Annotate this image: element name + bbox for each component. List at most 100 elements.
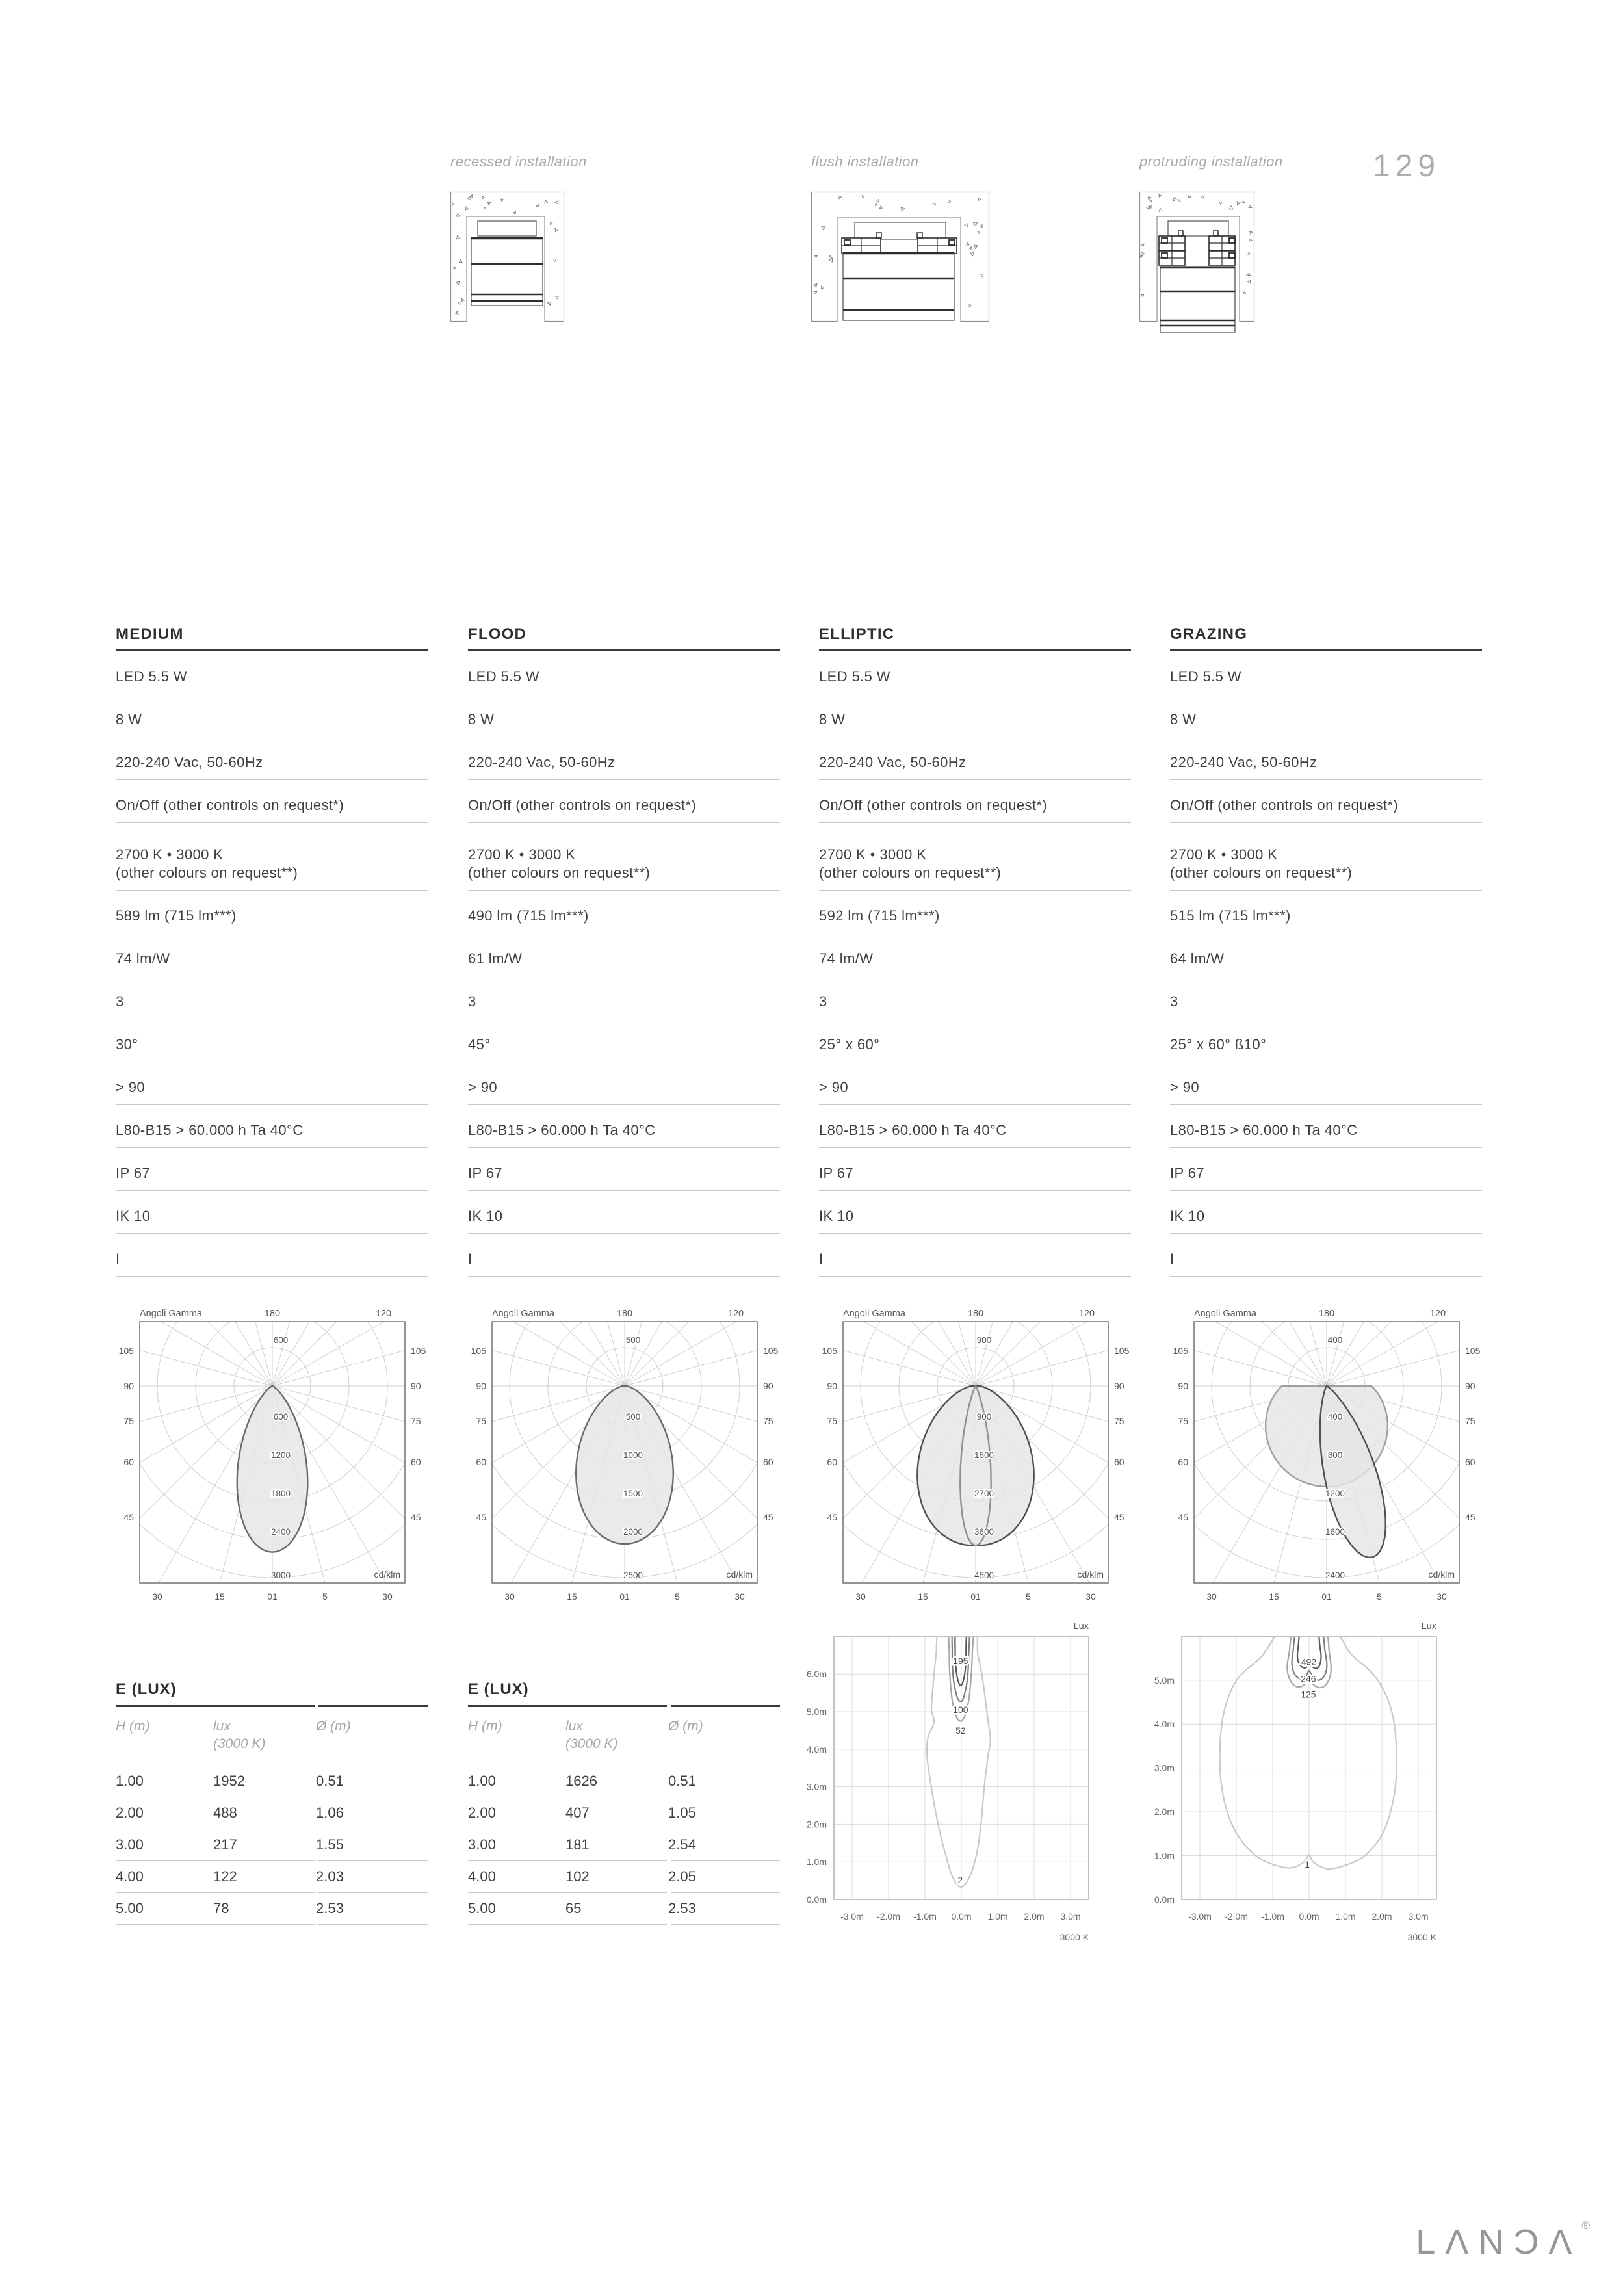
svg-text:60: 60 xyxy=(123,1457,134,1467)
elux-header-cell: H (m) xyxy=(468,1719,502,1734)
beam-lobes xyxy=(236,1385,309,1553)
elux-cell: 2.05 xyxy=(668,1868,696,1885)
lux-grid xyxy=(1182,1637,1436,1899)
svg-text:0.0m: 0.0m xyxy=(1154,1894,1175,1905)
lux-contour-52 xyxy=(948,1637,974,1722)
elux-cell: 78 xyxy=(213,1900,229,1916)
svg-text:195: 195 xyxy=(953,1656,968,1666)
svg-text:75: 75 xyxy=(1465,1416,1475,1426)
svg-text:492: 492 xyxy=(1301,1656,1317,1667)
svg-text:30: 30 xyxy=(152,1591,162,1602)
svg-text:30: 30 xyxy=(1206,1591,1217,1602)
svg-text:2: 2 xyxy=(957,1875,963,1885)
spec-row: On/Off (other controls on request*) xyxy=(819,780,1131,823)
elux-cell: 217 xyxy=(213,1836,237,1853)
elux-cell: 0.51 xyxy=(668,1773,696,1789)
lux-labels: Lux 0.0m 1.0m 2.0m 3.0m 4.0m 5.0m 6.0m -3.0m -2.0… xyxy=(807,1621,1089,1942)
brand-logo: LΛNƆΛ® xyxy=(1356,2219,1590,2262)
svg-text:75: 75 xyxy=(827,1416,837,1426)
svg-text:1000: 1000 xyxy=(623,1450,643,1460)
elux-row: 2.00 488 1.06 xyxy=(116,1797,428,1829)
svg-text:800: 800 xyxy=(1328,1450,1343,1460)
elux-row-rule xyxy=(116,1892,428,1893)
lux-contour-492 xyxy=(1296,1637,1322,1669)
svg-text:30: 30 xyxy=(734,1591,745,1602)
lux-contour-246 xyxy=(1291,1637,1328,1681)
registered-mark-icon: ® xyxy=(1581,2219,1590,2232)
spec-row: LED 5.5 W xyxy=(819,651,1131,694)
spec-row: LED 5.5 W xyxy=(468,651,780,694)
svg-text:60: 60 xyxy=(827,1457,837,1467)
elux-cell: 102 xyxy=(565,1868,590,1885)
elux-header-cell: lux (3000 K) xyxy=(565,1719,618,1751)
svg-text:60: 60 xyxy=(476,1457,486,1467)
elux-title: E (LUX) xyxy=(468,1680,529,1698)
svg-text:3.0m: 3.0m xyxy=(1154,1763,1175,1773)
svg-text:180: 180 xyxy=(1319,1309,1334,1319)
svg-text:500: 500 xyxy=(626,1412,641,1422)
svg-text:75: 75 xyxy=(1114,1416,1124,1426)
elux-row: 5.00 65 2.53 xyxy=(468,1893,780,1924)
installation-block-protruding: protruding installation xyxy=(1139,153,1283,170)
svg-text:900: 900 xyxy=(977,1412,992,1422)
svg-text:105: 105 xyxy=(822,1346,838,1356)
installation-label: protruding installation xyxy=(1139,153,1283,170)
svg-text:90: 90 xyxy=(1465,1381,1475,1391)
svg-text:1800: 1800 xyxy=(271,1489,291,1498)
polar-frame xyxy=(1193,1321,1460,1584)
polar-diagram: Angoli Gamma 180 120 105 105 90 90 75 75 60 60 45 45… xyxy=(822,1309,1130,1602)
spec-row: > 90 xyxy=(116,1062,428,1105)
spec-row: 515 lm (715 lm***) xyxy=(1170,891,1482,933)
svg-text:3.0m: 3.0m xyxy=(1408,1911,1428,1922)
spec-row: 220-240 Vac, 50-60Hz xyxy=(116,737,428,780)
svg-text:120: 120 xyxy=(376,1309,391,1319)
spec-row: 25° x 60° xyxy=(819,1019,1131,1062)
svg-text:1800: 1800 xyxy=(974,1450,994,1460)
svg-text:90: 90 xyxy=(763,1381,773,1391)
lux-contours xyxy=(926,1637,991,1888)
polar-chart-elliptic: Angoli Gamma 180 120 105 105 90 90 75 75 60 60 45 45… xyxy=(819,1300,1131,1611)
spec-column-header: GRAZING xyxy=(1170,625,1482,651)
svg-text:60: 60 xyxy=(1178,1457,1188,1467)
svg-text:30: 30 xyxy=(504,1591,515,1602)
svg-text:90: 90 xyxy=(476,1381,486,1391)
svg-text:1600: 1600 xyxy=(1325,1527,1345,1537)
spec-row: LED 5.5 W xyxy=(116,651,428,694)
lux-contour-125 xyxy=(1286,1637,1332,1689)
spec-row: 25° x 60° ß10° xyxy=(1170,1019,1482,1062)
spec-row: 2700 K • 3000 K (other colours on reques… xyxy=(468,823,780,891)
spec-row: IK 10 xyxy=(819,1191,1131,1234)
svg-text:60: 60 xyxy=(1465,1457,1475,1467)
svg-text:1200: 1200 xyxy=(1325,1489,1345,1498)
spec-row: IK 10 xyxy=(468,1191,780,1234)
brand-logo-text: LΛNƆΛ xyxy=(1416,2223,1582,2262)
svg-text:120: 120 xyxy=(728,1309,744,1319)
spec-row: > 90 xyxy=(1170,1062,1482,1105)
elux-row: 1.00 1626 0.51 xyxy=(468,1766,780,1797)
svg-text:1500: 1500 xyxy=(623,1489,643,1498)
svg-text:105: 105 xyxy=(763,1346,779,1356)
elux-header-cell: lux (3000 K) xyxy=(213,1719,266,1751)
elux-cell: 1626 xyxy=(565,1773,597,1789)
elux-cell: 1952 xyxy=(213,1773,245,1789)
svg-text:0.0m: 0.0m xyxy=(807,1894,827,1905)
spec-row: 592 lm (715 lm***) xyxy=(819,891,1131,933)
svg-text:01: 01 xyxy=(1321,1591,1332,1602)
spec-row: L80-B15 > 60.000 h Ta 40°C xyxy=(116,1105,428,1148)
svg-text:-1.0m: -1.0m xyxy=(913,1911,937,1922)
elux-row: 1.00 1952 0.51 xyxy=(116,1766,428,1797)
spec-row: 8 W xyxy=(116,694,428,737)
elux-row-rule xyxy=(468,1860,780,1861)
spec-row: IP 67 xyxy=(1170,1148,1482,1191)
lux-diagram: Lux 0.0m 1.0m 2.0m 3.0m 4.0m 5.0m -3.0m -2.0m -1.… xyxy=(1154,1621,1437,1942)
svg-text:45: 45 xyxy=(1178,1512,1188,1522)
svg-text:15: 15 xyxy=(1269,1591,1279,1602)
elux-cell: 2.53 xyxy=(668,1900,696,1916)
polar-chart-grazing: Angoli Gamma 180 120 105 105 90 90 75 75 60 60 45 45… xyxy=(1170,1300,1482,1611)
lux-chart-grazing: Lux 0.0m 1.0m 2.0m 3.0m 4.0m 5.0m -3.0m -2.0m -1.… xyxy=(1154,1615,1482,1948)
spec-row: 3 xyxy=(819,976,1131,1019)
spec-row: 74 lm/W xyxy=(116,933,428,976)
svg-text:2500: 2500 xyxy=(623,1571,643,1580)
